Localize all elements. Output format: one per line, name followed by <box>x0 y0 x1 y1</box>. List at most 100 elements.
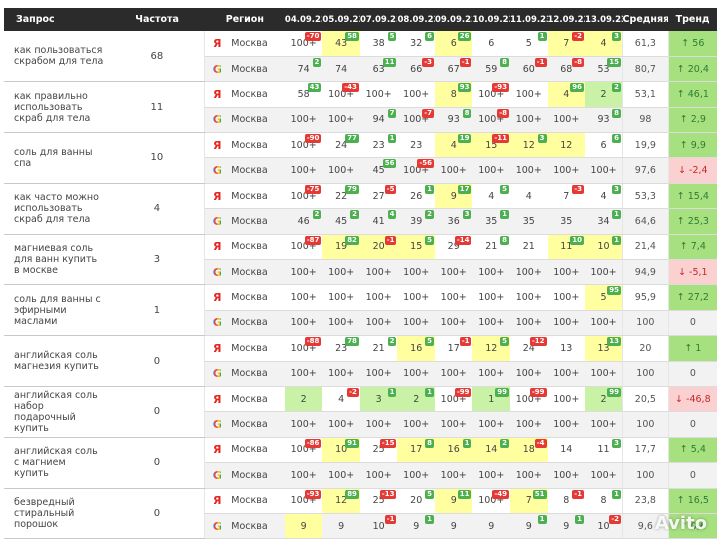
position-cell[interactable]: 10 1 <box>585 234 623 261</box>
position-cell[interactable]: 100+ <box>322 411 360 438</box>
position-cell[interactable]: 100+ -99 <box>434 386 473 413</box>
position-cell[interactable]: 100+ <box>585 310 623 337</box>
position-cell[interactable]: 23 <box>397 132 435 159</box>
header-avg[interactable]: Средняя <box>622 8 669 31</box>
header-date[interactable]: 12.09.23 <box>547 8 586 31</box>
position-cell[interactable]: 100+ <box>284 259 323 286</box>
position-cell[interactable]: 18 -4 <box>510 437 548 464</box>
position-cell[interactable]: 100+ <box>322 284 360 311</box>
position-cell[interactable]: 74 2 <box>284 56 323 83</box>
header-query[interactable]: Запрос <box>4 8 110 31</box>
position-cell[interactable]: 34 1 <box>585 208 623 235</box>
position-cell[interactable]: 7 -2 <box>547 31 586 57</box>
position-cell[interactable]: 100+ <box>359 411 398 438</box>
position-cell[interactable]: 68 -8 <box>547 56 586 83</box>
position-cell[interactable]: 100+ <box>284 107 323 134</box>
position-cell[interactable]: 100+ <box>284 411 323 438</box>
position-cell[interactable]: 100+ <box>472 157 510 184</box>
position-cell[interactable]: 100+ -99 <box>510 386 548 413</box>
position-cell[interactable]: 100+ <box>434 310 473 337</box>
position-cell[interactable]: 100+ <box>359 462 398 489</box>
position-cell[interactable]: 100+ <box>547 462 586 489</box>
position-cell[interactable]: 100+ <box>547 107 586 134</box>
position-cell[interactable]: 100+ <box>547 259 586 286</box>
position-cell[interactable]: 1 99 <box>472 386 510 413</box>
header-date[interactable]: 07.09.23 <box>359 8 398 31</box>
position-cell[interactable]: 26 1 <box>397 183 435 210</box>
position-cell[interactable]: 100+ <box>585 157 623 184</box>
position-cell[interactable]: 9 <box>472 513 510 540</box>
position-cell[interactable]: 11 3 <box>585 437 623 464</box>
position-cell[interactable]: 9 <box>434 513 473 540</box>
position-cell[interactable]: 100+ <box>510 462 548 489</box>
position-cell[interactable]: 45 2 <box>322 208 360 235</box>
position-cell[interactable]: 100+ -87 <box>284 234 323 261</box>
position-cell[interactable]: 27 -5 <box>359 183 398 210</box>
position-cell[interactable]: 4 96 <box>547 81 586 108</box>
position-cell[interactable]: 100+ <box>397 462 435 489</box>
position-cell[interactable]: 100+ <box>547 386 586 413</box>
position-cell[interactable]: 100+ <box>434 284 473 311</box>
position-cell[interactable]: 100+ <box>472 259 510 286</box>
position-cell[interactable]: 100+ <box>397 81 435 108</box>
position-cell[interactable]: 100+ <box>434 462 473 489</box>
position-cell[interactable]: 12 3 <box>510 132 548 159</box>
position-cell[interactable]: 100+ <box>585 361 623 387</box>
position-cell[interactable]: 46 2 <box>284 208 323 235</box>
position-cell[interactable]: 100+ <box>434 259 473 286</box>
position-cell[interactable]: 100+ <box>284 462 323 489</box>
position-cell[interactable]: 21 8 <box>472 234 510 261</box>
header-date[interactable]: 10.09.23 <box>472 8 510 31</box>
position-cell[interactable]: 12 5 <box>472 335 510 362</box>
position-cell[interactable]: 60 -1 <box>510 56 548 83</box>
position-cell[interactable]: 100+ <box>359 259 398 286</box>
position-cell[interactable]: 100+ <box>284 284 323 311</box>
position-cell[interactable]: 100+ -70 <box>284 31 323 57</box>
position-cell[interactable]: 5 95 <box>585 284 623 311</box>
position-cell[interactable]: 35 1 <box>472 208 510 235</box>
position-cell[interactable]: 100+ <box>322 310 360 337</box>
position-cell[interactable]: 100+ <box>434 411 473 438</box>
position-cell[interactable]: 10 -2 <box>585 513 623 540</box>
position-cell[interactable]: 100+ <box>472 411 510 438</box>
position-cell[interactable]: 2 <box>284 386 323 413</box>
position-cell[interactable]: 100+ -86 <box>284 437 323 464</box>
position-cell[interactable]: 100+ <box>585 462 623 489</box>
position-cell[interactable]: 32 6 <box>397 31 435 57</box>
position-cell[interactable]: 100+ <box>510 310 548 337</box>
position-cell[interactable]: 67 -1 <box>434 56 473 83</box>
position-cell[interactable]: 10 91 <box>322 437 360 464</box>
position-cell[interactable]: 12 <box>547 132 586 159</box>
query-text[interactable]: английская соль с магнием купить <box>4 437 110 489</box>
position-cell[interactable]: 20 5 <box>397 488 435 514</box>
position-cell[interactable]: 100+ -7 <box>397 107 435 134</box>
position-cell[interactable]: 9 11 <box>434 488 473 514</box>
position-cell[interactable]: 13 13 <box>585 335 623 362</box>
position-cell[interactable]: 100+ <box>397 284 435 311</box>
position-cell[interactable]: 100+ <box>322 462 360 489</box>
header-date[interactable]: 04.09.23 <box>284 8 323 31</box>
position-cell[interactable]: 100+ <box>397 361 435 387</box>
position-cell[interactable]: 8 93 <box>434 81 473 108</box>
position-cell[interactable]: 45 56 <box>359 157 398 184</box>
position-cell[interactable]: 100+ <box>397 411 435 438</box>
query-text[interactable]: безвредный стиральный порошок <box>4 488 110 540</box>
position-cell[interactable]: 25 -13 <box>359 488 398 514</box>
position-cell[interactable]: 100+ <box>510 107 548 134</box>
header-date[interactable]: 13.09.23 <box>585 8 623 31</box>
position-cell[interactable]: 7 51 <box>510 488 548 514</box>
query-text[interactable]: соль для ванны с эфирными маслами <box>4 284 110 337</box>
position-cell[interactable]: 100+ <box>547 361 586 387</box>
query-text[interactable]: магниевая соль для ванн купить в москве <box>4 234 110 286</box>
position-cell[interactable]: 100+ <box>322 157 360 184</box>
position-cell[interactable]: 100+ <box>585 411 623 438</box>
position-cell[interactable]: 9 <box>322 513 360 540</box>
position-cell[interactable]: 36 3 <box>434 208 473 235</box>
